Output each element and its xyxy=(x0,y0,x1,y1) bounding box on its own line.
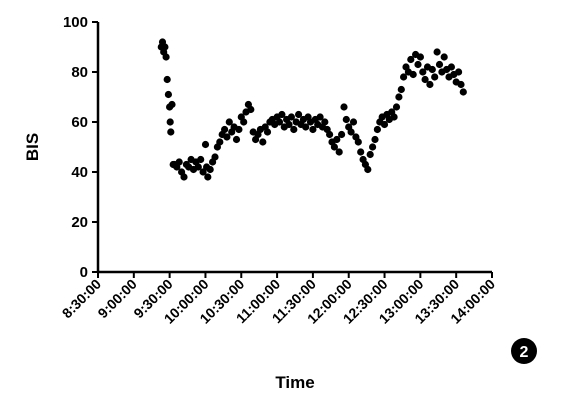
data-point xyxy=(275,118,284,126)
data-point xyxy=(455,68,463,76)
data-point xyxy=(164,90,172,99)
data-point xyxy=(225,118,233,126)
data-point xyxy=(433,48,441,56)
data-point xyxy=(240,118,248,126)
data-point xyxy=(431,73,439,81)
data-point xyxy=(316,113,324,121)
data-point xyxy=(285,120,293,129)
data-point xyxy=(347,128,355,136)
data-points xyxy=(157,38,467,181)
data-point xyxy=(373,125,381,134)
data-point xyxy=(400,73,408,81)
data-point xyxy=(326,130,334,139)
data-point xyxy=(259,138,267,146)
data-point xyxy=(223,133,231,141)
data-point xyxy=(380,120,389,129)
data-point xyxy=(414,60,422,69)
data-point xyxy=(278,110,286,119)
y-tick-label: 100 xyxy=(63,14,88,31)
data-point xyxy=(342,115,350,124)
data-point xyxy=(397,85,405,94)
x-tick-label: 9:00:00 xyxy=(94,276,140,322)
data-point xyxy=(447,63,455,71)
x-tick-label: 8:30:00 xyxy=(59,276,105,322)
data-point xyxy=(338,130,346,139)
data-point xyxy=(330,143,338,151)
data-point xyxy=(419,68,427,76)
data-point xyxy=(354,138,362,146)
y-tick-label: 40 xyxy=(71,164,88,181)
data-point xyxy=(309,125,317,134)
data-point xyxy=(340,103,348,111)
data-point xyxy=(162,53,170,61)
data-point xyxy=(194,163,202,171)
data-point xyxy=(180,173,188,181)
data-point xyxy=(211,153,219,161)
data-point xyxy=(407,55,415,64)
data-point xyxy=(168,100,176,109)
data-point xyxy=(333,135,341,144)
data-point xyxy=(440,53,448,61)
data-point xyxy=(175,158,183,166)
figure-badge: 2 xyxy=(511,338,537,364)
data-point xyxy=(247,105,255,114)
data-point xyxy=(321,118,329,126)
data-point xyxy=(206,165,214,174)
data-point xyxy=(409,70,417,79)
x-ticks: 8:30:009:00:009:30:0010:00:0010:30:0011:… xyxy=(59,272,498,327)
data-point xyxy=(390,113,398,121)
figure-badge-number: 2 xyxy=(520,344,529,361)
data-point xyxy=(335,148,343,156)
data-point xyxy=(457,80,465,89)
y-ticks: 0 20 40 60 80 100 xyxy=(63,14,98,281)
x-axis-title: Time xyxy=(275,373,314,392)
data-point xyxy=(426,80,434,89)
data-point xyxy=(459,88,467,96)
y-tick-label: 60 xyxy=(71,114,88,131)
data-point xyxy=(435,60,444,69)
data-point xyxy=(366,150,374,159)
data-point xyxy=(161,43,169,51)
data-point xyxy=(166,118,174,126)
data-point xyxy=(295,110,303,119)
y-tick-label: 80 xyxy=(71,64,88,81)
y-tick-label: 20 xyxy=(71,214,88,231)
data-point xyxy=(416,53,424,61)
data-point xyxy=(263,128,272,136)
data-point xyxy=(201,140,210,149)
data-point xyxy=(371,135,379,144)
data-point xyxy=(302,123,310,131)
data-point xyxy=(428,65,436,74)
data-point xyxy=(204,173,212,181)
data-point xyxy=(232,135,241,144)
data-point xyxy=(167,128,175,136)
data-point xyxy=(197,155,205,164)
data-point xyxy=(221,125,229,134)
data-point xyxy=(392,103,401,111)
data-point xyxy=(199,168,207,176)
data-point xyxy=(287,113,295,121)
data-point xyxy=(290,125,298,134)
data-point xyxy=(364,165,372,174)
data-point xyxy=(421,75,429,84)
data-point xyxy=(349,118,358,126)
y-tick-label: 0 xyxy=(80,264,88,281)
data-point xyxy=(163,75,171,84)
y-axis-title: BIS xyxy=(23,133,42,161)
data-point xyxy=(395,93,403,101)
data-point xyxy=(216,138,224,146)
data-point xyxy=(357,148,365,156)
data-point xyxy=(369,143,377,151)
data-point xyxy=(235,125,243,134)
